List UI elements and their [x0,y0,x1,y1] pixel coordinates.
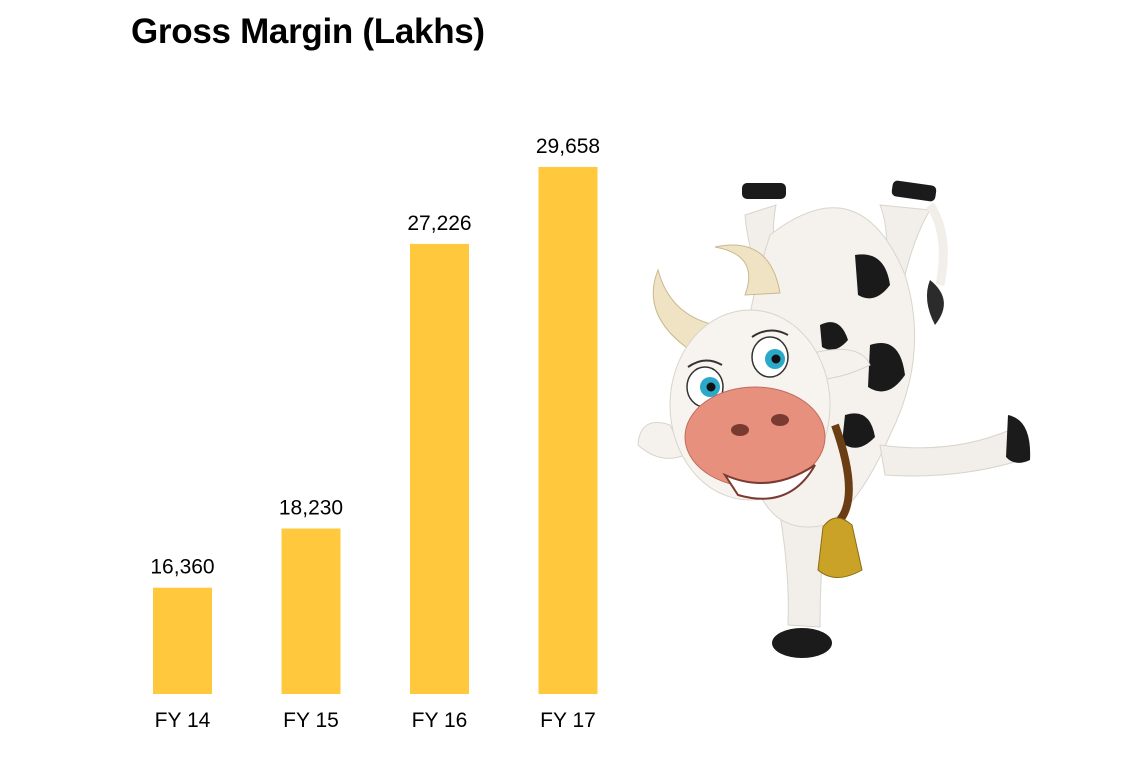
bar-chart: 16,360 18,230 27,226 29,658 FY 14 FY 15 FY 16… [150,135,600,732]
bar-0 [153,587,212,694]
bar-2 [410,243,469,695]
data-label-0: 16,360 [150,556,214,579]
bar-1 [281,528,341,694]
x-tick-label-group: FY 14 FY 15 FY 16 FY 17 [155,709,596,732]
bar-3 [538,166,598,694]
x-tick-label-2: FY 16 [412,709,468,732]
cartoon-cow-icon [637,180,1031,658]
bar-group [153,166,598,695]
data-label-group: 16,360 18,230 27,226 29,658 [150,135,600,579]
x-tick-label-0: FY 14 [155,709,211,732]
x-tick-label-3: FY 17 [540,709,596,732]
x-tick-label-1: FY 15 [283,709,339,732]
data-label-2: 27,226 [407,212,471,235]
data-label-1: 18,230 [279,497,343,520]
data-label-3: 29,658 [536,135,600,158]
chart-title: Gross Margin (Lakhs) [131,12,485,51]
